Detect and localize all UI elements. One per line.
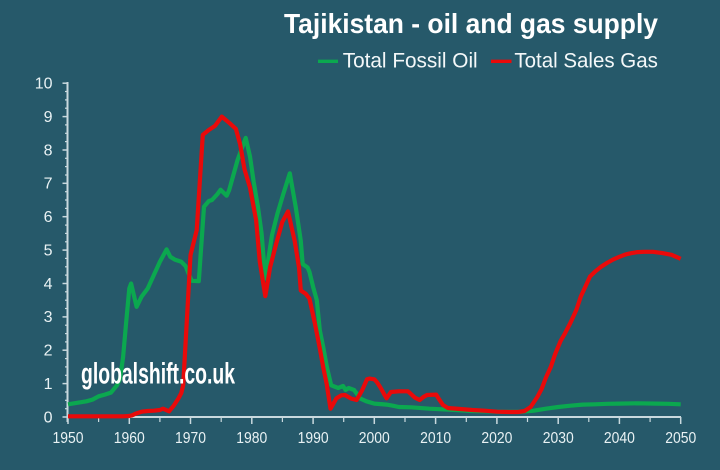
svg-text:2000: 2000 — [359, 430, 390, 447]
svg-text:4: 4 — [44, 276, 53, 293]
svg-text:Total Sales Gas: Total Sales Gas — [514, 49, 658, 73]
svg-text:globalshift.co.uk: globalshift.co.uk — [81, 357, 235, 390]
svg-text:1990: 1990 — [298, 430, 329, 447]
svg-text:2050: 2050 — [665, 430, 696, 447]
svg-text:2040: 2040 — [604, 430, 635, 447]
svg-text:1980: 1980 — [236, 430, 267, 447]
svg-text:1960: 1960 — [114, 430, 145, 447]
svg-text:0: 0 — [44, 409, 53, 426]
svg-text:7: 7 — [44, 176, 53, 193]
svg-text:Total Fossil Oil: Total Fossil Oil — [343, 49, 478, 73]
svg-text:1950: 1950 — [53, 430, 84, 447]
svg-text:3: 3 — [44, 309, 53, 326]
svg-text:10: 10 — [35, 76, 53, 93]
svg-text:2010: 2010 — [420, 430, 451, 447]
svg-text:Tajikistan - oil and gas suppl: Tajikistan - oil and gas supply — [284, 8, 658, 39]
svg-text:2030: 2030 — [543, 430, 574, 447]
svg-text:8: 8 — [44, 142, 53, 159]
svg-text:9: 9 — [44, 109, 53, 126]
svg-text:2020: 2020 — [481, 430, 512, 447]
svg-text:6: 6 — [44, 209, 53, 226]
svg-text:1970: 1970 — [175, 430, 206, 447]
svg-text:5: 5 — [44, 242, 53, 259]
svg-text:2: 2 — [44, 343, 53, 360]
svg-text:1: 1 — [44, 376, 53, 393]
